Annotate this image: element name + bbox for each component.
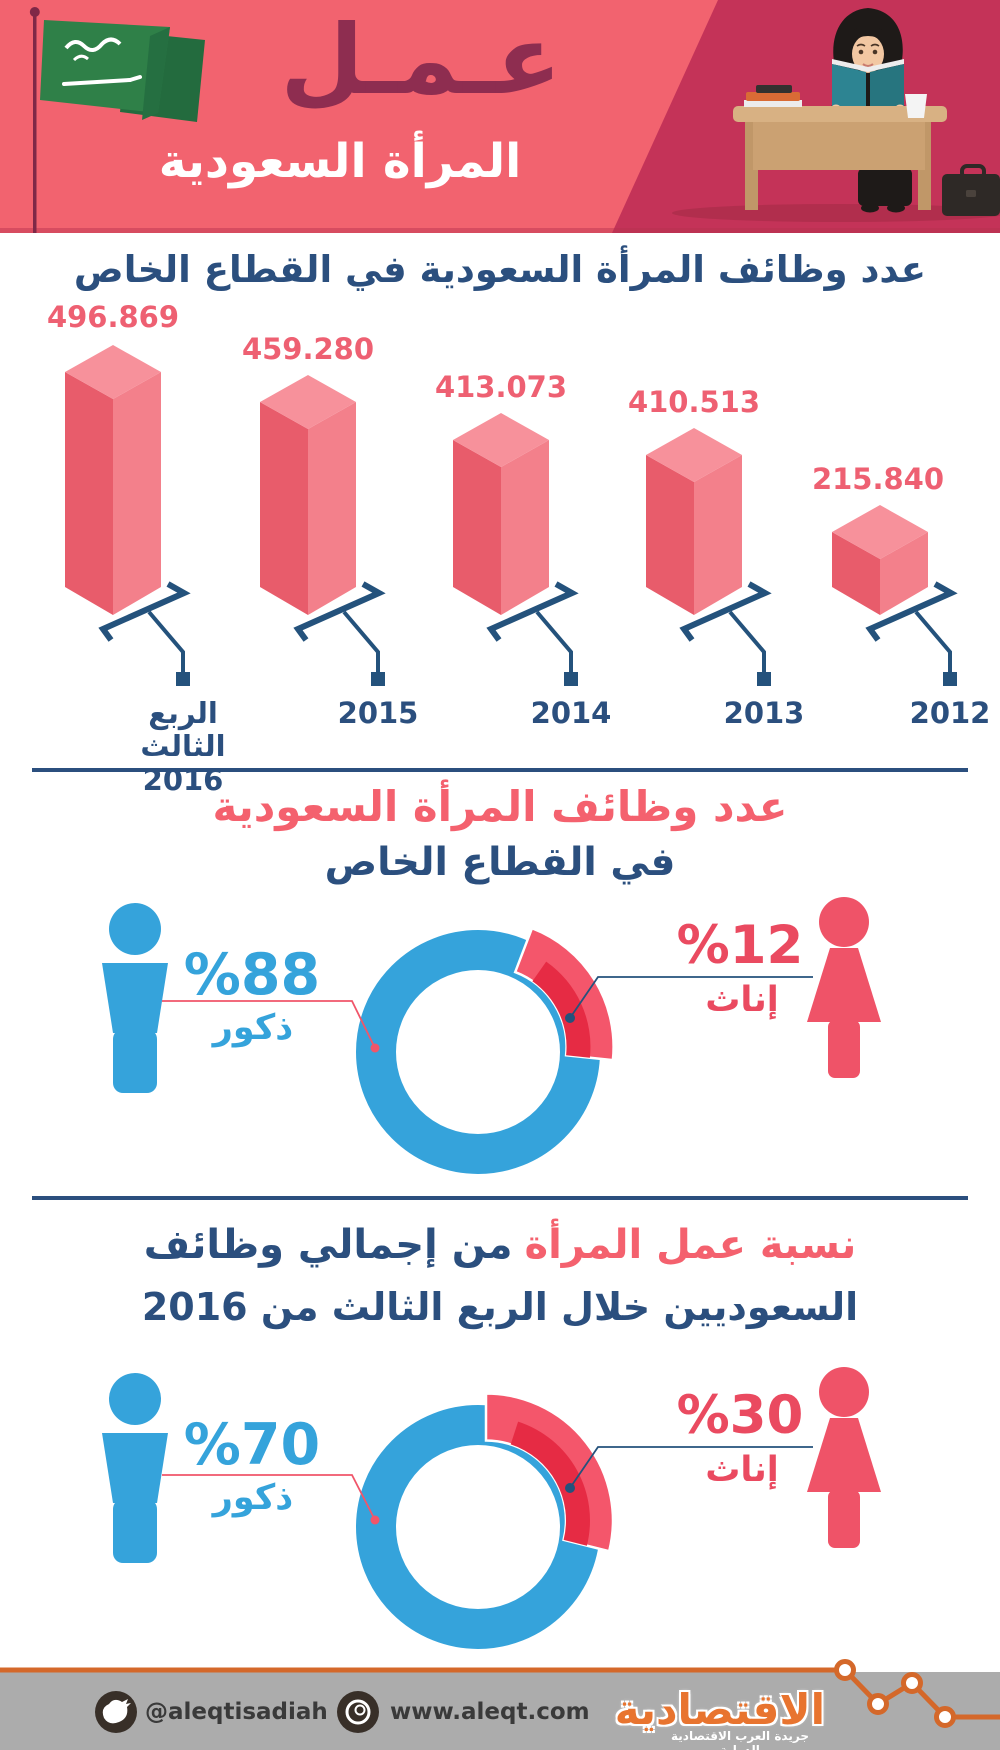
donut1-title: عدد وظائف المرأة السعودية	[212, 782, 788, 831]
saudi-flag-icon	[29, 7, 205, 233]
axis-label-year: 2013	[723, 696, 805, 730]
bar-2015	[260, 375, 386, 686]
bar-value: 410.513	[627, 385, 761, 419]
woman-at-desk-illustration	[672, 8, 1000, 222]
bar-chart	[65, 345, 958, 686]
male-label: ذكور	[212, 1008, 294, 1048]
donut-chart-private-sector	[162, 926, 813, 1174]
bar-2016	[65, 345, 191, 686]
female-leader-line	[569, 1446, 813, 1489]
briefcase-icon	[942, 164, 1000, 216]
female-label: إناث	[705, 1450, 779, 1490]
donut2-title-line2: السعوديين خلال الربع الثالث من 2016	[141, 1285, 859, 1329]
trend-line-decoration	[0, 1659, 1000, 1728]
male-icon	[102, 1373, 168, 1563]
bar-value: 459.280	[241, 332, 375, 366]
female-label: إناث	[705, 980, 779, 1020]
donut2-title-navy: من إجمالي وظائف	[143, 1222, 513, 1268]
male-percentage: %88	[183, 942, 321, 1008]
male-leader-line	[162, 1000, 376, 1049]
axis-label-year: 2014	[530, 696, 612, 730]
divider-line	[32, 1196, 968, 1200]
donut2-title: نسبة عمل المرأةمن إجمالي وظائف	[0, 1222, 1000, 1268]
female-icon	[807, 897, 881, 1078]
axis-label-year: 2015	[337, 696, 419, 730]
page-title: عـمـل	[280, 4, 562, 116]
donut-chart-total-jobs	[162, 1392, 813, 1649]
male-leader-line	[162, 1474, 376, 1521]
female-percentage: %30	[676, 1385, 804, 1446]
bar-value: 413.073	[434, 370, 568, 404]
female-icon	[807, 1367, 881, 1548]
male-label: ذكور	[212, 1478, 294, 1518]
footer-bar	[0, 1659, 1000, 1750]
bar-value: 496.869	[46, 300, 180, 334]
globe-icon[interactable]	[337, 1691, 379, 1733]
aleqtisadiah-logo: الاقتصادية	[614, 1685, 825, 1734]
axis-label-year: الربع الثالث 2016	[140, 696, 226, 797]
bar-chart-title: عدد وظائف المرأة السعودية في القطاع الخا…	[73, 248, 927, 291]
bar-2014	[453, 413, 579, 686]
website-url[interactable]: www.aleqt.com	[390, 1699, 590, 1725]
bar-2012	[832, 505, 958, 686]
page-subtitle: المرأة السعودية	[158, 134, 522, 189]
donut2-title-red: نسبة عمل المرأة	[524, 1222, 857, 1268]
divider-line	[32, 768, 968, 772]
logo-tagline: جريدة العرب الاقتصادية الدولية	[671, 1729, 809, 1750]
bar-2013	[646, 428, 772, 686]
female-leader-line	[569, 976, 813, 1019]
twitter-icon[interactable]	[95, 1691, 137, 1733]
donut1-subtitle: في القطاع الخاص	[324, 840, 676, 885]
bar-value: 215.840	[811, 462, 945, 496]
male-percentage: %70	[183, 1412, 321, 1478]
twitter-handle[interactable]: @aleqtisadiah	[145, 1699, 328, 1725]
male-icon	[102, 903, 168, 1093]
axis-label-year: 2012	[909, 696, 991, 730]
female-percentage: %12	[676, 915, 804, 976]
